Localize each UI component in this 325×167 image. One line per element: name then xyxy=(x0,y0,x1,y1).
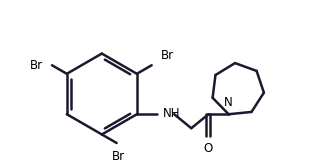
Text: N: N xyxy=(224,96,233,109)
Text: Br: Br xyxy=(161,49,174,62)
Text: Br: Br xyxy=(30,59,43,72)
Text: NH: NH xyxy=(163,107,180,120)
Text: Br: Br xyxy=(112,150,125,163)
Text: O: O xyxy=(204,142,213,155)
